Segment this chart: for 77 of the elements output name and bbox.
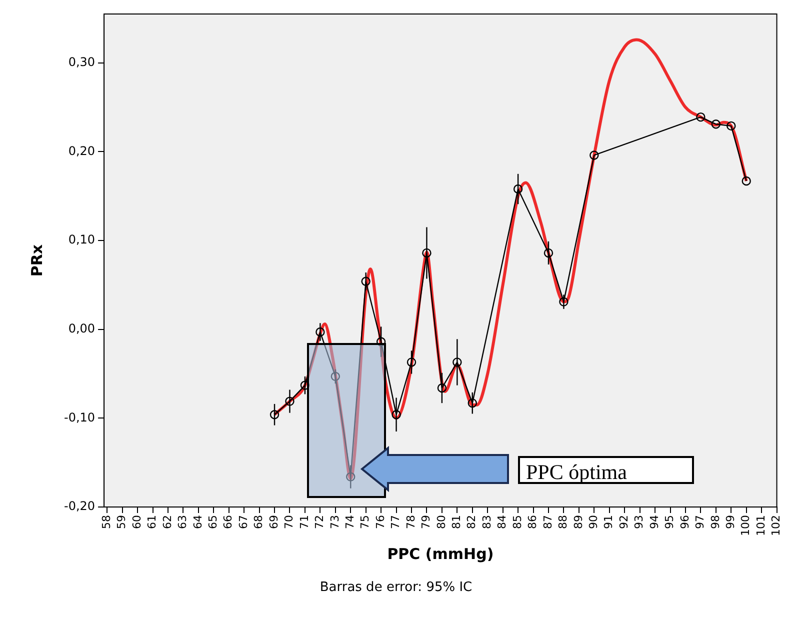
point <box>742 176 751 186</box>
point <box>376 337 386 346</box>
x-tick-label: 73 <box>328 515 342 530</box>
x-tick-label: 102 <box>770 515 783 536</box>
x-axis-title: PPC (mmHg) <box>387 544 494 563</box>
y-tick-label: -0,20 <box>64 499 96 514</box>
y-tick-label: 0,20 <box>68 144 96 158</box>
point <box>437 383 447 393</box>
x-tick-label: 80 <box>434 515 448 530</box>
x-tick-label: 98 <box>708 515 722 530</box>
x-tick-label: 63 <box>176 515 190 530</box>
point <box>513 184 523 194</box>
x-tick-label: 79 <box>420 515 433 530</box>
x-tick-label: 91 <box>602 515 616 530</box>
x-tick-label: 61 <box>146 515 159 530</box>
point <box>422 248 432 258</box>
x-tick-label: 83 <box>480 515 494 530</box>
x-tick-label: 90 <box>587 515 600 530</box>
point <box>452 358 462 367</box>
x-tick-label: 67 <box>236 515 250 530</box>
point <box>392 410 401 420</box>
x-tick-label: 60 <box>130 515 144 530</box>
y-tick-label: -0,10 <box>64 410 96 424</box>
x-tick-label: 68 <box>252 515 266 530</box>
point <box>590 150 599 160</box>
x-tick-label: 93 <box>632 515 646 530</box>
point <box>696 112 706 122</box>
x-tick-label: 77 <box>389 515 402 530</box>
y-tick-label: 0,00 <box>68 321 96 336</box>
point <box>361 276 370 286</box>
point <box>406 358 416 367</box>
x-tick-label: 84 <box>496 515 509 530</box>
x-tick-label: 65 <box>206 515 220 530</box>
point <box>316 327 325 337</box>
point <box>330 372 340 382</box>
y-tick-label: 0,10 <box>68 232 96 247</box>
point <box>726 121 736 131</box>
y-axis-title: PRx <box>28 244 46 277</box>
point <box>544 248 554 258</box>
x-tick-label: 59 <box>115 515 128 530</box>
x-tick-label: 88 <box>556 515 570 530</box>
point <box>346 472 356 482</box>
x-tick-label: 71 <box>298 515 311 530</box>
x-tick-label: 92 <box>617 515 630 530</box>
x-tick-label: 94 <box>648 515 661 530</box>
x-tick-label: 95 <box>663 515 676 530</box>
x-tick-label: 101 <box>754 515 768 536</box>
x-tick-label: 76 <box>374 515 387 530</box>
x-tick-label: 81 <box>450 515 464 530</box>
x-tick-label: 72 <box>313 515 326 530</box>
x-tick-label: 70 <box>282 515 296 530</box>
point <box>270 410 280 420</box>
x-tick-label: 75 <box>358 515 372 530</box>
point <box>468 398 477 408</box>
x-tick-label: 64 <box>191 515 204 530</box>
x-tick-label: 96 <box>678 515 692 530</box>
point <box>285 396 294 406</box>
x-tick-label: 78 <box>404 515 418 530</box>
point <box>711 120 721 129</box>
x-tick-label: 89 <box>572 515 585 530</box>
x-tick-label: 85 <box>510 515 524 530</box>
x-tick-label: 74 <box>343 515 356 530</box>
x-tick-label: 100 <box>739 515 752 536</box>
y-tick-label: 0,30 <box>68 54 96 69</box>
x-tick-label: 97 <box>694 515 707 530</box>
x-tick-label: 86 <box>526 515 540 530</box>
x-tick-label: 99 <box>724 515 737 530</box>
x-tick-label: 82 <box>465 515 478 530</box>
x-tick-label: 66 <box>222 515 235 530</box>
x-tick-label: 62 <box>160 515 174 530</box>
label-box: PPC óptima <box>518 456 694 484</box>
x-tick-label: 87 <box>541 515 554 530</box>
x-tick-label: 58 <box>100 515 113 530</box>
x-tick-label: 69 <box>267 515 280 530</box>
text: Barras de error: 95% IC <box>318 580 474 595</box>
point <box>300 380 310 390</box>
point <box>559 297 568 306</box>
